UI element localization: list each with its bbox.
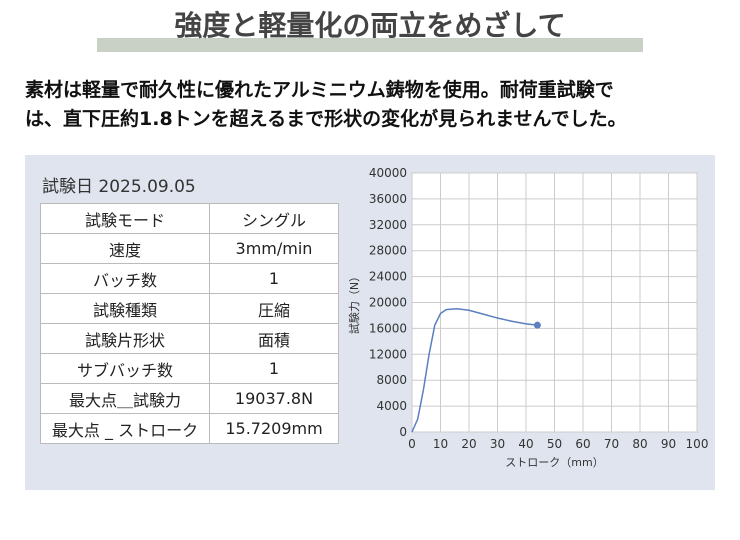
y-tick-label: 32000 <box>369 218 407 232</box>
x-tick-label: 20 <box>461 437 476 451</box>
description-line: 素材は軽量で耐久性に優れたアルミニウム鋳物を使用。耐荷重試験で <box>25 79 614 101</box>
x-tick-label: 30 <box>490 437 505 451</box>
end-point <box>533 321 541 329</box>
table-row: 最大点 _ ストローク 15.7209mm <box>40 413 339 444</box>
key-cell: 試験モード <box>40 203 210 234</box>
table-row: 試験種類 圧縮 <box>40 293 339 324</box>
value-cell: 面積 <box>209 323 339 354</box>
y-tick-label: 8000 <box>376 373 407 387</box>
key-cell: 最大点＿試験力 <box>40 383 210 414</box>
table-row: 最大点＿試験力 19037.8N <box>40 383 339 414</box>
x-tick-label: 50 <box>547 437 562 451</box>
y-tick-label: 40000 <box>369 166 407 180</box>
test-date: 試験日 2025.09.05 <box>42 177 196 197</box>
data-line <box>411 307 538 433</box>
y-tick-label: 4000 <box>376 399 407 413</box>
value-cell: 19037.8N <box>209 383 339 414</box>
title-underline <box>97 38 643 52</box>
y-tick-label: 12000 <box>369 347 407 361</box>
x-tick-label: 40 <box>518 437 533 451</box>
value-cell: 1 <box>209 263 339 294</box>
value-cell: 15.7209mm <box>209 413 339 444</box>
table-row: 速度 3mm/min <box>40 233 339 264</box>
chart: 0 4000 8000 12000 16000 20000 24000 28000 32000 3… <box>347 166 709 469</box>
value-cell: 1 <box>209 353 339 384</box>
spec-table: 試験モード シングル 速度 3mm/min バッチ数 1 試験種類 圧縮 試験片形状 面積 サブバッ… <box>40 203 339 444</box>
key-cell: バッチ数 <box>40 263 210 294</box>
x-axis-label: ストローク（mm） <box>505 456 603 469</box>
description-line: は、直下圧約1.8トンを超えるまで形状の変化が見られませんでした。 <box>25 108 627 130</box>
x-tick-label: 0 <box>408 437 416 451</box>
value-cell: 3mm/min <box>209 233 339 264</box>
table-row: サブバッチ数 1 <box>40 353 339 384</box>
y-tick-label: 36000 <box>369 192 407 206</box>
x-tick-label: 10 <box>433 437 448 451</box>
y-tick-label: 20000 <box>369 296 407 310</box>
description: 素材は軽量で耐久性に優れたアルミニウム鋳物を使用。耐荷重試験で は、直下圧約1.… <box>25 76 725 134</box>
y-tick-label: 16000 <box>369 321 407 335</box>
key-cell: 試験種類 <box>40 293 210 324</box>
table-row: 試験片形状 面積 <box>40 323 339 354</box>
key-cell: 試験片形状 <box>40 323 210 354</box>
x-tick-label: 100 <box>686 437 709 451</box>
table-row: バッチ数 1 <box>40 263 339 294</box>
value-cell: シングル <box>209 203 339 234</box>
value-cell: 圧縮 <box>209 293 339 324</box>
key-cell: 速度 <box>40 233 210 264</box>
y-tick-label: 24000 <box>369 270 407 284</box>
key-cell: 最大点 _ ストローク <box>40 413 210 444</box>
x-tick-label: 80 <box>632 437 647 451</box>
y-tick-label: 28000 <box>369 244 407 258</box>
x-tick-label: 60 <box>575 437 590 451</box>
y-axis-label: 試験力（N） <box>347 271 361 334</box>
key-cell: サブバッチ数 <box>40 353 210 384</box>
table-row: 試験モード シングル <box>40 203 339 234</box>
y-tick-label: 0 <box>399 425 407 439</box>
x-tick-label: 70 <box>604 437 619 451</box>
x-tick-label: 90 <box>661 437 676 451</box>
page-title: 強度と軽量化の両立をめざして <box>174 9 566 42</box>
